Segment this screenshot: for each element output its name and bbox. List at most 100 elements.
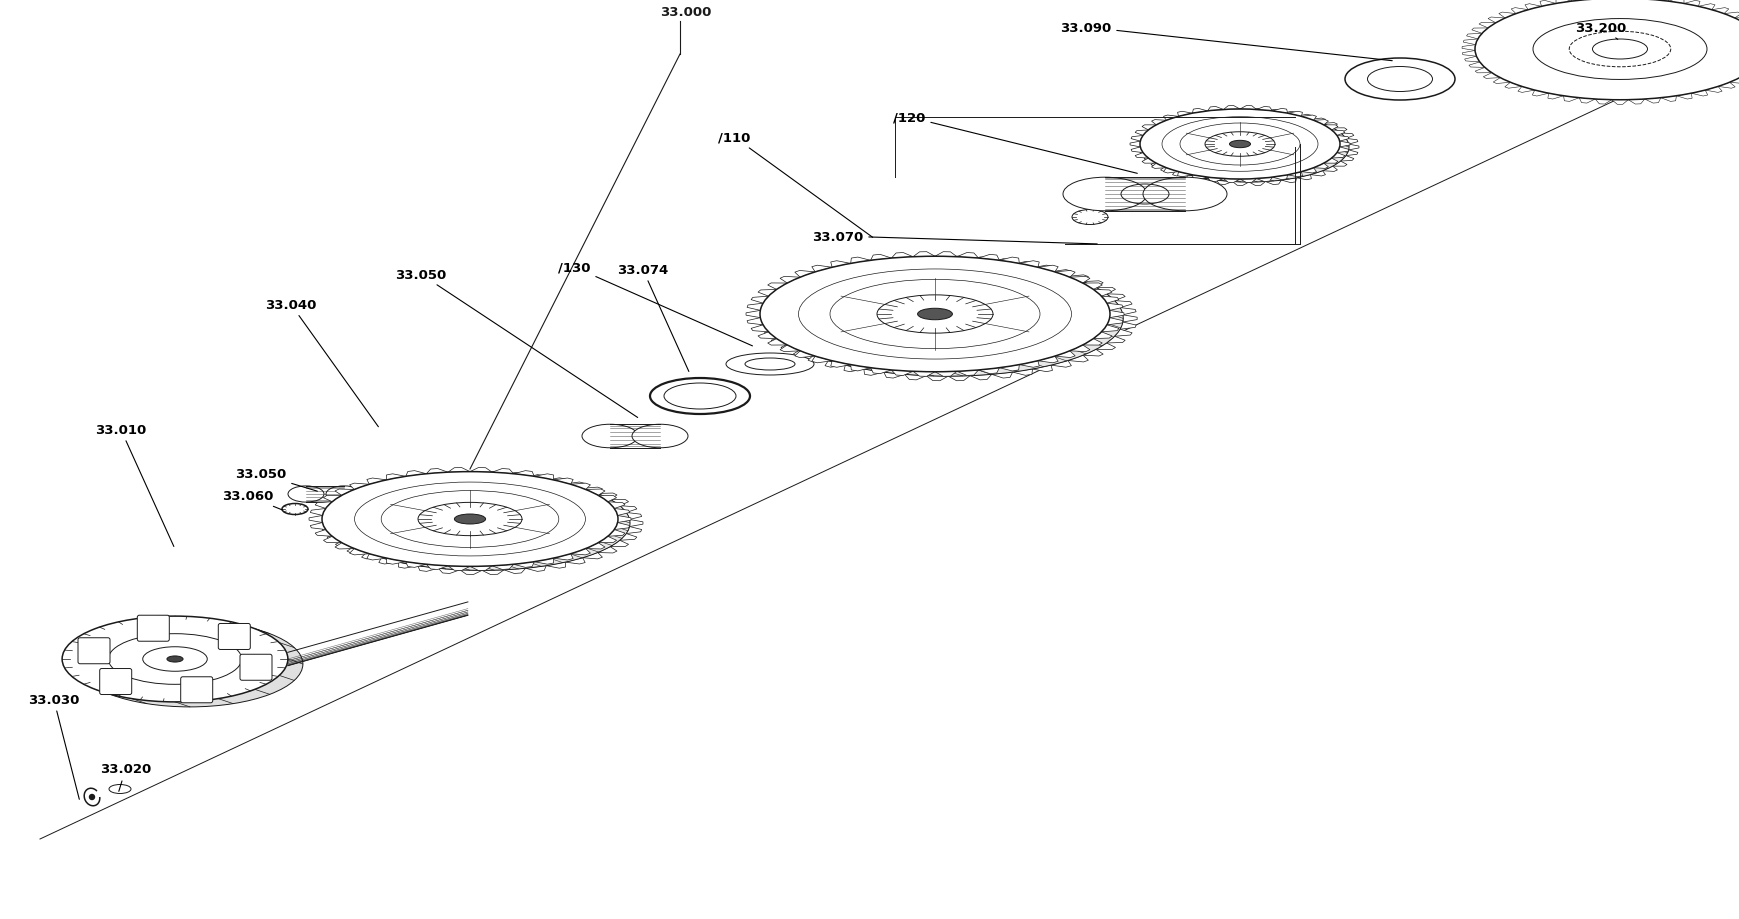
Polygon shape: [513, 471, 534, 477]
Polygon shape: [570, 549, 590, 555]
Polygon shape: [525, 566, 546, 572]
Polygon shape: [751, 297, 769, 304]
Polygon shape: [998, 258, 1019, 264]
Polygon shape: [438, 569, 459, 573]
Polygon shape: [1172, 119, 1188, 124]
Ellipse shape: [1071, 210, 1108, 225]
FancyBboxPatch shape: [137, 616, 169, 641]
Polygon shape: [1240, 179, 1256, 183]
Polygon shape: [1296, 176, 1311, 180]
Polygon shape: [583, 488, 602, 494]
Polygon shape: [1497, 13, 1515, 19]
Polygon shape: [1115, 330, 1132, 337]
Polygon shape: [1012, 262, 1031, 268]
Polygon shape: [1734, 18, 1739, 24]
Polygon shape: [1322, 167, 1337, 172]
Polygon shape: [1516, 87, 1534, 94]
Polygon shape: [426, 564, 447, 570]
Polygon shape: [1249, 182, 1264, 187]
Polygon shape: [1101, 325, 1118, 333]
Polygon shape: [1191, 109, 1207, 114]
Polygon shape: [1069, 346, 1089, 352]
Text: /120: /120: [892, 111, 1137, 174]
Polygon shape: [1050, 361, 1071, 368]
Polygon shape: [310, 523, 325, 530]
Polygon shape: [1256, 108, 1271, 112]
Polygon shape: [1652, 0, 1668, 2]
Polygon shape: [890, 370, 913, 376]
Polygon shape: [598, 547, 617, 553]
Polygon shape: [1144, 134, 1156, 140]
Polygon shape: [956, 254, 977, 259]
Polygon shape: [746, 304, 763, 311]
Polygon shape: [1163, 168, 1177, 174]
Polygon shape: [1092, 333, 1111, 339]
Polygon shape: [327, 506, 344, 513]
Ellipse shape: [916, 309, 951, 321]
Polygon shape: [417, 475, 438, 481]
Polygon shape: [513, 562, 534, 568]
Polygon shape: [310, 516, 322, 523]
Polygon shape: [447, 468, 470, 472]
Polygon shape: [1690, 91, 1706, 96]
Polygon shape: [1309, 172, 1325, 176]
Polygon shape: [459, 570, 482, 574]
Polygon shape: [310, 509, 325, 516]
Polygon shape: [1661, 96, 1675, 102]
Polygon shape: [1050, 270, 1071, 277]
Polygon shape: [1120, 308, 1136, 315]
Polygon shape: [1539, 2, 1555, 7]
Polygon shape: [948, 256, 970, 262]
Ellipse shape: [282, 504, 308, 515]
Polygon shape: [626, 527, 642, 534]
Polygon shape: [610, 500, 628, 506]
Polygon shape: [1339, 156, 1353, 162]
Polygon shape: [1069, 278, 1089, 284]
Polygon shape: [1177, 173, 1191, 177]
Polygon shape: [362, 553, 381, 560]
Polygon shape: [1595, 100, 1610, 105]
Polygon shape: [586, 490, 605, 495]
Ellipse shape: [631, 425, 687, 448]
Polygon shape: [883, 373, 904, 379]
Polygon shape: [1096, 344, 1115, 350]
Text: /110: /110: [718, 131, 873, 238]
Polygon shape: [843, 266, 863, 272]
Polygon shape: [1264, 181, 1280, 186]
Polygon shape: [1129, 142, 1139, 148]
Polygon shape: [1249, 109, 1264, 113]
Polygon shape: [1330, 153, 1344, 159]
Polygon shape: [322, 520, 334, 527]
Polygon shape: [1482, 74, 1499, 79]
Polygon shape: [1207, 108, 1223, 112]
Polygon shape: [1068, 276, 1089, 282]
Polygon shape: [1475, 68, 1490, 74]
Polygon shape: [1683, 2, 1699, 7]
Polygon shape: [1149, 129, 1165, 134]
Polygon shape: [746, 311, 760, 318]
Polygon shape: [807, 276, 828, 282]
Polygon shape: [1231, 109, 1249, 113]
Polygon shape: [1570, 0, 1586, 2]
Polygon shape: [1106, 294, 1125, 301]
Polygon shape: [607, 502, 624, 509]
Polygon shape: [350, 549, 369, 555]
Polygon shape: [1322, 123, 1337, 129]
Polygon shape: [1109, 311, 1123, 318]
Polygon shape: [1466, 34, 1482, 40]
Ellipse shape: [322, 472, 617, 567]
Polygon shape: [977, 255, 998, 261]
Polygon shape: [619, 506, 636, 513]
Polygon shape: [1106, 337, 1125, 344]
Polygon shape: [1264, 110, 1280, 115]
Text: 33.020: 33.020: [99, 763, 151, 791]
Polygon shape: [1200, 178, 1216, 184]
Polygon shape: [1151, 164, 1165, 169]
Polygon shape: [617, 516, 631, 523]
Polygon shape: [1054, 351, 1075, 358]
Polygon shape: [398, 478, 417, 484]
Polygon shape: [1330, 130, 1344, 136]
Ellipse shape: [454, 515, 485, 525]
Polygon shape: [1468, 62, 1483, 68]
Polygon shape: [793, 350, 812, 357]
